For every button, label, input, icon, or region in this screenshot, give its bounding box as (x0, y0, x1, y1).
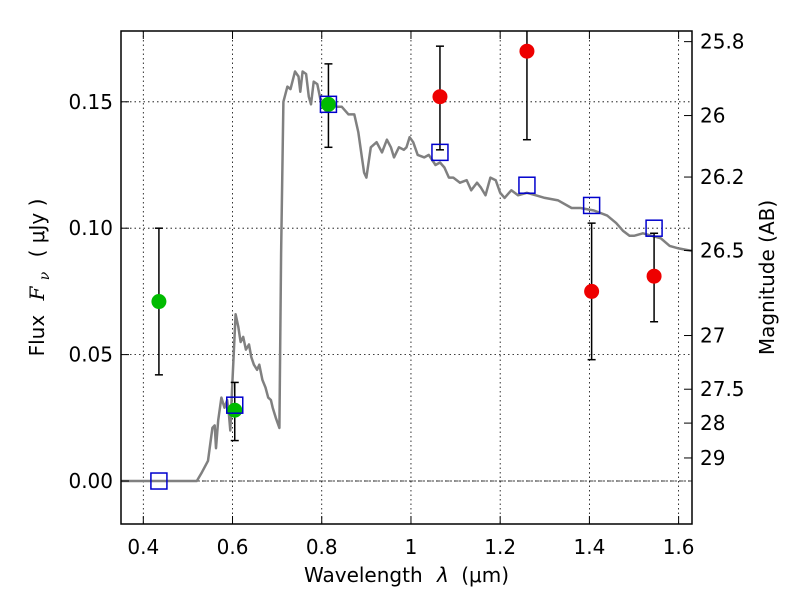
y2-tick-label: 25.8 (700, 30, 745, 54)
model-photometry-square (226, 396, 244, 414)
x-tick-label: 0.6 (217, 535, 249, 559)
x-tick-label: 0.4 (127, 535, 159, 559)
green-data-point (151, 294, 167, 310)
y2-tick-label: 29 (700, 446, 725, 470)
model-photometry-square (319, 95, 338, 114)
x-axis-label-symbol: λ (436, 563, 449, 587)
axis-ticks: 0.4 0.6 0.8 1 1.2 1.4 1.6 0.00 0.05 0.10 0.15 25.8 2… (68, 30, 744, 559)
model-photometry-square (518, 176, 536, 194)
red-data-point (519, 43, 535, 59)
grid-lines (121, 31, 692, 524)
y2-tick-label: 26.2 (700, 165, 745, 189)
red-data-point (646, 268, 662, 284)
y2-tick-label: 27 (700, 324, 725, 348)
model-photometry-square (582, 196, 601, 215)
y-axis-label-symbol: F (25, 285, 49, 301)
green-data-point (320, 96, 336, 112)
model-photometry-square (431, 143, 449, 162)
x-axis-label-prefix: Wavelength (304, 563, 423, 587)
y2-tick-label: 28 (700, 411, 725, 435)
y-axis-label: Flux F ν ( μJy ) (25, 199, 54, 357)
y-tick-label: 0.05 (68, 343, 113, 367)
y2-tick-label: 26 (700, 104, 725, 128)
y2-tick-label: 27.5 (700, 377, 745, 401)
x-tick-label: 1 (405, 535, 418, 559)
red-data-point (432, 89, 448, 105)
x-axis-label: Wavelength λ (μm) (304, 563, 509, 587)
y-tick-label: 0.10 (68, 216, 113, 240)
model-photometry-square (645, 219, 663, 237)
model-photometry-square (150, 472, 168, 490)
data-markers (150, 43, 663, 490)
y-axis-label-prefix: Flux (25, 315, 49, 357)
y2-tick-label: 26.5 (700, 238, 745, 262)
x-tick-label: 1.2 (484, 535, 516, 559)
red-data-point (584, 283, 600, 299)
y-tick-label: 0.15 (68, 90, 113, 114)
y-axis-label-subscript: ν (37, 271, 53, 280)
y-tick-label: 0.00 (68, 469, 113, 493)
green-data-point (227, 402, 243, 418)
x-tick-label: 1.6 (663, 535, 695, 559)
x-axis-label-unit: (μm) (461, 563, 509, 587)
y2-axis-label: Magnitude (AB) (755, 200, 779, 355)
y-axis-label-unit: ( μJy ) (25, 199, 49, 258)
x-tick-label: 1.4 (573, 535, 605, 559)
x-tick-label: 0.8 (306, 535, 338, 559)
plot-frame (120, 30, 693, 525)
